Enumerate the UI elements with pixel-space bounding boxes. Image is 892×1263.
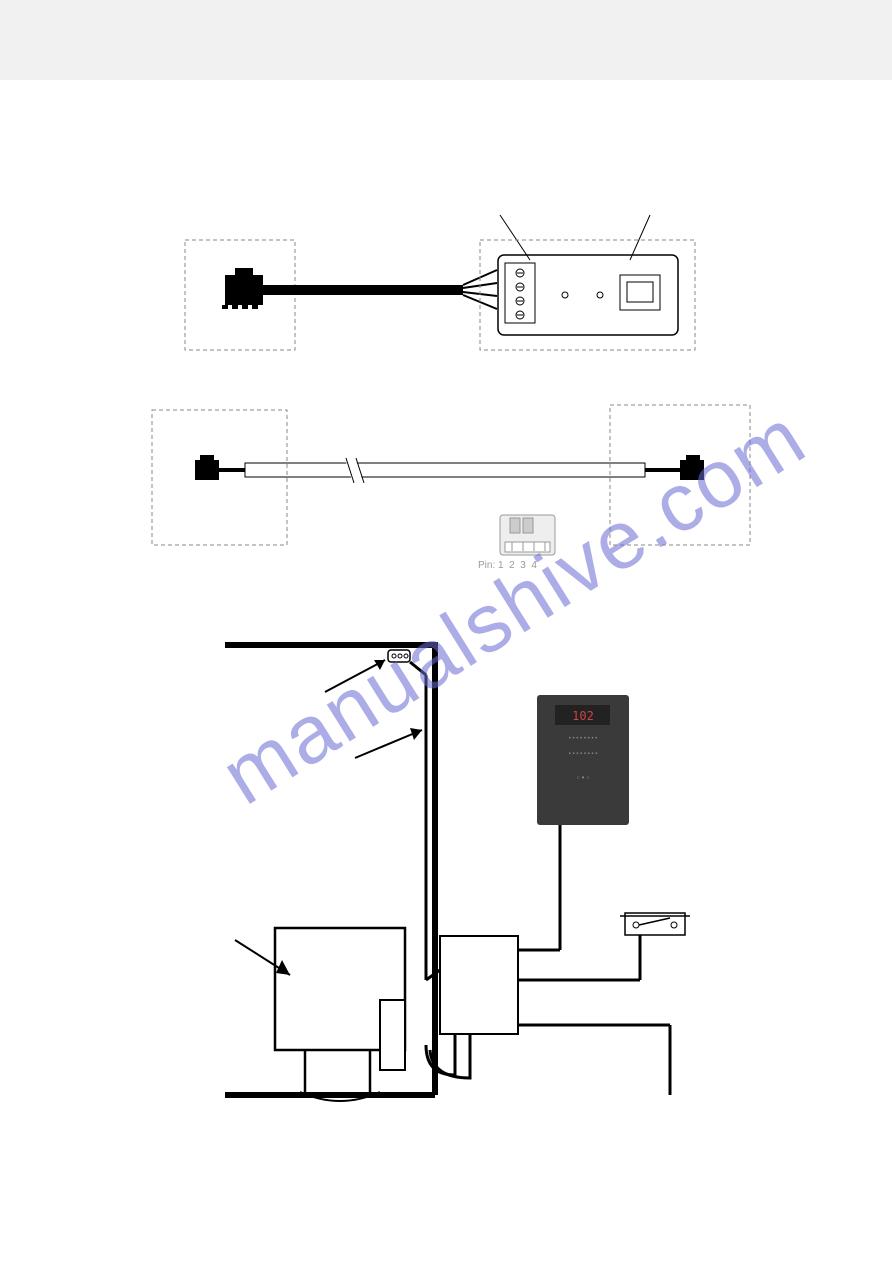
svg-text:• • • • • • • •: • • • • • • • • (569, 736, 597, 742)
display-value: 102 (572, 709, 594, 723)
switch-symbol (620, 913, 690, 935)
header-bar (0, 0, 892, 80)
svg-text:◦ • ◦: ◦ • ◦ (577, 773, 590, 782)
rj-plug-small-right (680, 455, 704, 480)
rj-plug-icon (222, 268, 263, 309)
diagrams-svg: 102 • • • • • • • • ▪ ▪ ▪ ▪ ▪ ▪ ▪ ▪ ◦ • … (0, 80, 892, 1263)
svg-text:▪ ▪ ▪ ▪ ▪ ▪ ▪ ▪: ▪ ▪ ▪ ▪ ▪ ▪ ▪ ▪ (569, 751, 598, 757)
content-area: 102 • • • • • • • • ▪ ▪ ▪ ▪ ▪ ▪ ▪ ▪ ◦ • … (0, 80, 892, 1263)
rj-plug-small-left (195, 455, 219, 480)
rj-connector-detail (500, 515, 555, 555)
pin-label: Pin: 1 2 3 4 (478, 560, 537, 571)
